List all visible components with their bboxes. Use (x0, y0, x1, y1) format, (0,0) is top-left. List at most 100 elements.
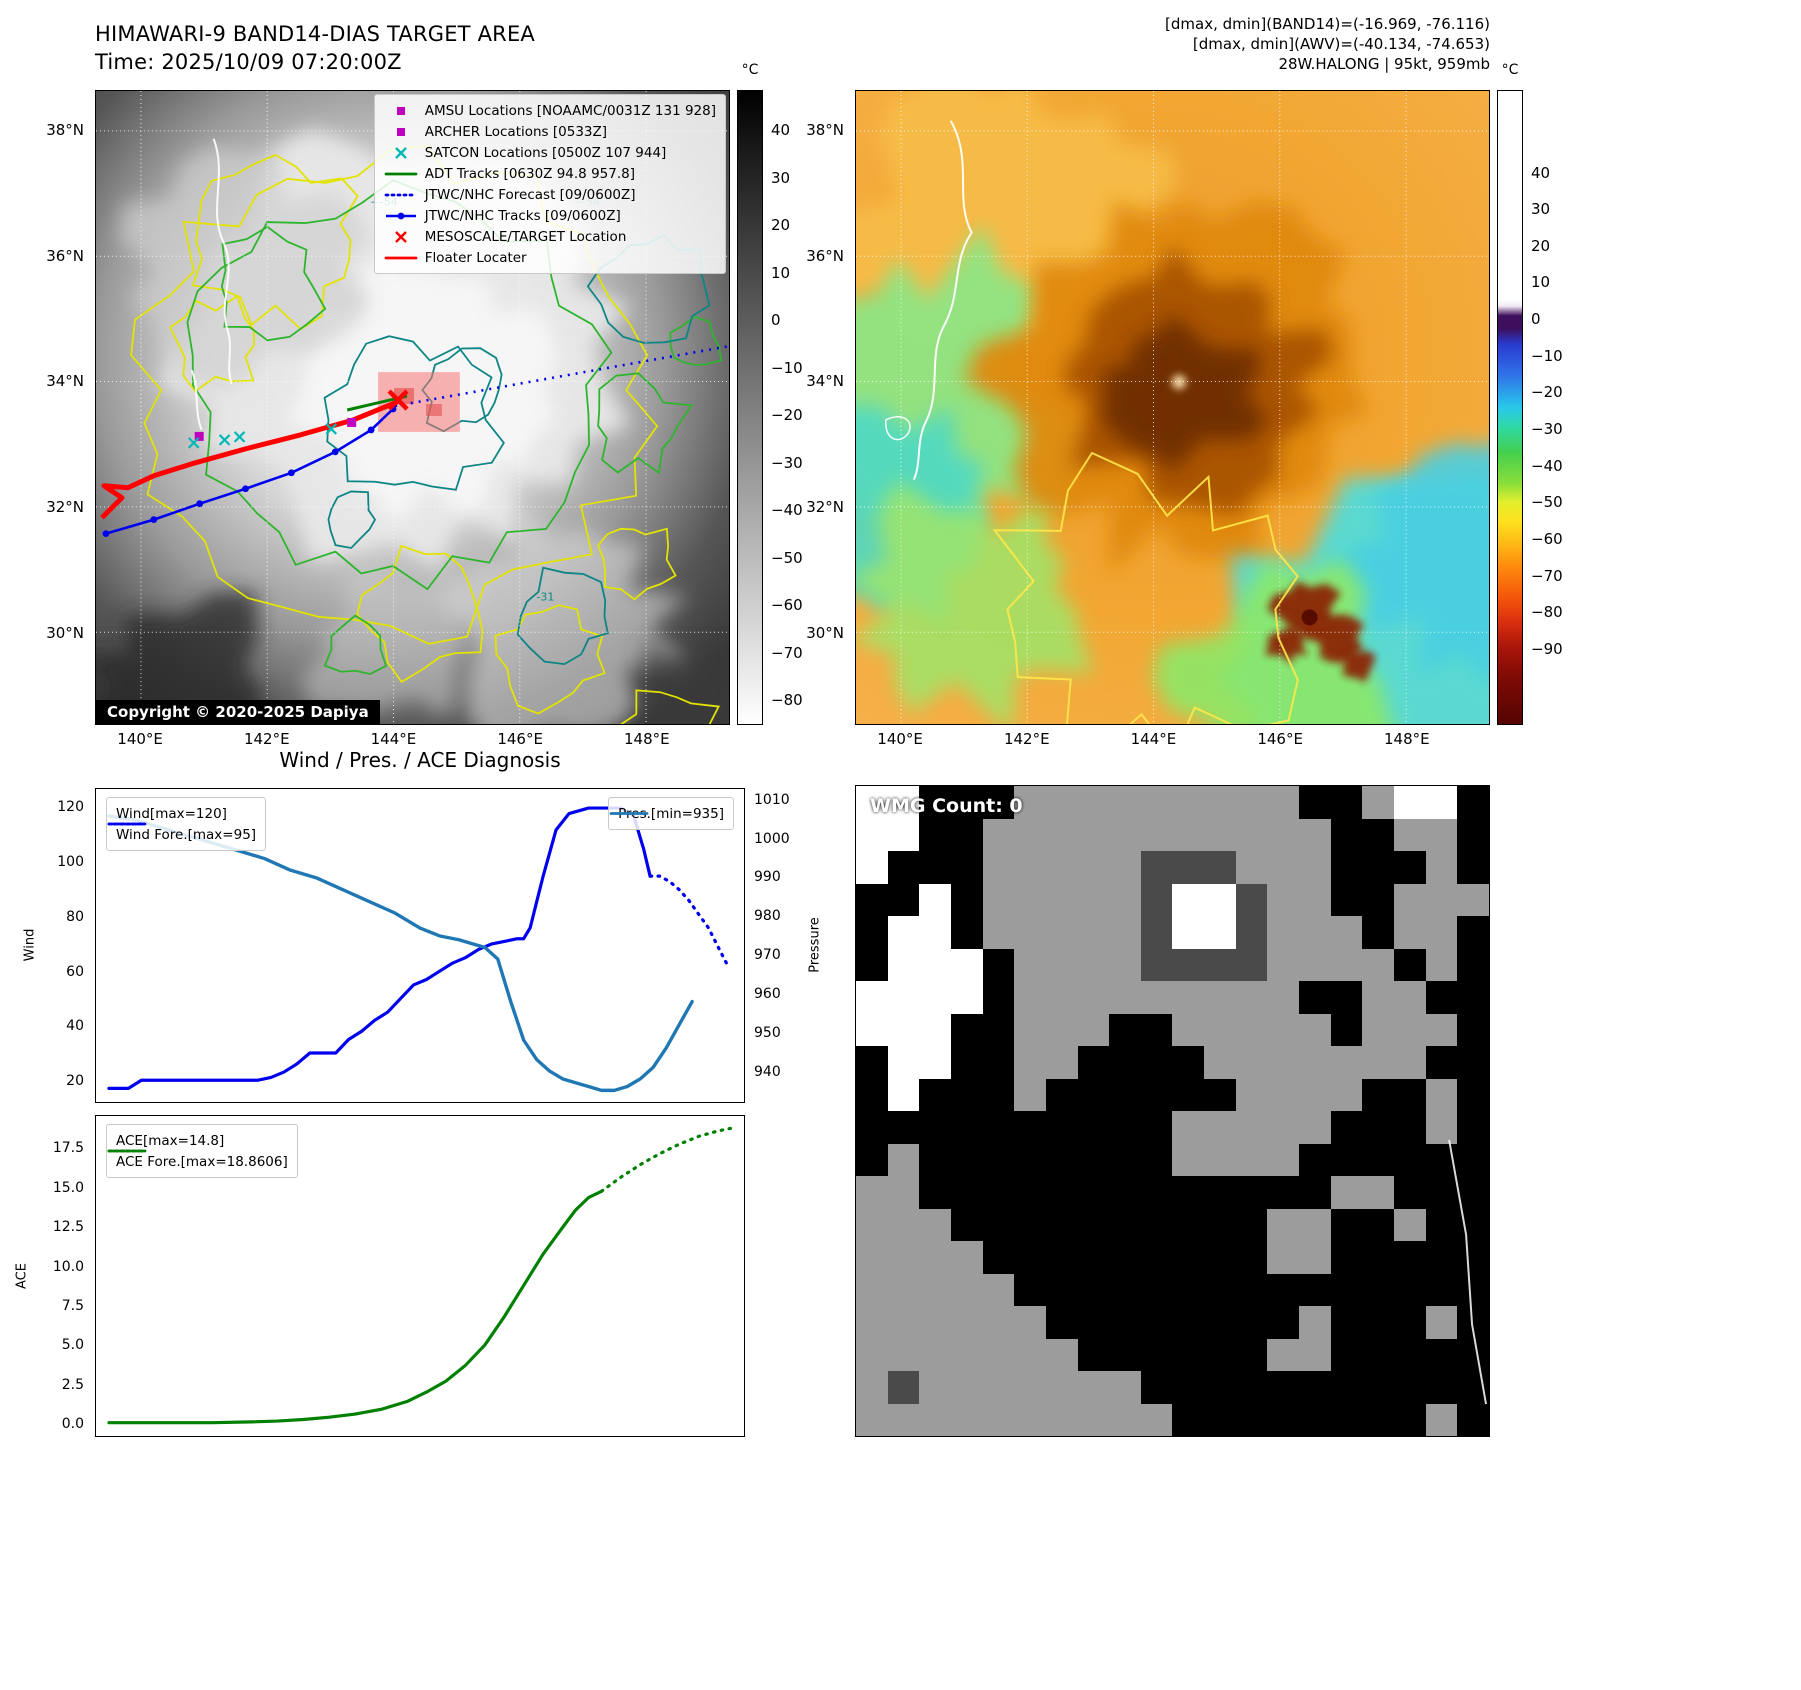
wmg-cell (919, 1176, 951, 1209)
wmg-cell (1045, 1306, 1078, 1339)
wmg-cell (1394, 948, 1426, 981)
wmg-cell (1235, 1208, 1268, 1241)
wmg-cell (1140, 1403, 1173, 1436)
wmg-cell (1425, 981, 1458, 1014)
series-ace (107, 1189, 604, 1425)
awv-colorbar-ticks: 40 30 20 10 0 −10 −20 −30 −40 −50 −60 −70 −80 −90 (1525, 90, 1575, 725)
wmg-cell (887, 786, 920, 819)
awv-map-canvas (856, 91, 1489, 724)
wmg-cell (1235, 1143, 1268, 1176)
wmg-cell (1425, 851, 1458, 884)
wmg-cell (856, 1046, 888, 1079)
wmg-cell (1045, 1013, 1078, 1046)
wmg-cell (1394, 1306, 1426, 1339)
wmg-cell (1330, 818, 1363, 851)
wmg-cell (1014, 851, 1046, 884)
colorbar-tick-label: 20 (1531, 236, 1551, 255)
wmg-cell (1045, 1111, 1078, 1144)
wmg-cell (1014, 1176, 1046, 1209)
pressure-legend: Pres.[min=935] (608, 797, 734, 830)
wmg-cell (950, 851, 983, 884)
wmg-cell (1362, 1208, 1395, 1241)
wmg-cell (1077, 1241, 1110, 1274)
wmg-cell (1394, 1403, 1426, 1436)
wmg-cell (1330, 1241, 1363, 1274)
colorbar-tick-label: −60 (1531, 529, 1563, 548)
wmg-cell (1457, 1143, 1489, 1176)
wmg-cell (1299, 1338, 1331, 1371)
band14-subtitle: Time: 2025/10/09 07:20:00Z (95, 50, 402, 74)
wmg-cell (919, 1046, 951, 1079)
legend-item-label: AMSU Locations [NOAAMC/0031Z 131 928] (424, 102, 716, 119)
lon-tick-label: 140°E (877, 730, 923, 748)
wmg-cell (1425, 1306, 1458, 1339)
wmg-cell (1140, 1208, 1173, 1241)
wmg-cell (1457, 883, 1489, 916)
wmg-cell (887, 851, 920, 884)
dmax-dmin-awv: [dmax, dmin](AWV)=(-40.134, -74.653) (1192, 35, 1490, 53)
wmg-cell (950, 818, 983, 851)
wmg-cell (1172, 1241, 1205, 1274)
wmg-cell (1267, 1371, 1300, 1404)
wmg-cell (1299, 786, 1331, 819)
jtwc-forecast-track (394, 344, 729, 408)
wmg-cell (856, 883, 888, 916)
wmg-cell (1299, 1013, 1331, 1046)
legend-item-label: SATCON Locations [0500Z 107 944] (424, 144, 667, 161)
colorbar-tick-label: 30 (771, 168, 791, 187)
wmg-cell (1267, 981, 1300, 1014)
wmg-cell (1394, 1176, 1426, 1209)
wmg-cell (887, 818, 920, 851)
axis-tick-label: 80 (66, 908, 84, 925)
series-wind-forecast (648, 874, 730, 968)
wmg-cell (1394, 818, 1426, 851)
wmg-cell (1204, 1176, 1236, 1209)
wmg-cell (1457, 1176, 1489, 1209)
wmg-cell (950, 948, 983, 981)
wmg-cell (1109, 1403, 1141, 1436)
ace-plot-area (107, 1126, 736, 1425)
wmg-cell (1140, 916, 1173, 949)
wmg-cell (1330, 1176, 1363, 1209)
wind-y-axis: 20 40 60 80 100 120 (40, 788, 90, 1103)
wmg-cell (1425, 1046, 1458, 1079)
wmg-cell (1457, 851, 1489, 884)
wmg-cell (1172, 1273, 1205, 1306)
wmg-cell (1362, 1046, 1395, 1079)
colorbar-tick-label: −10 (771, 358, 803, 377)
wmg-cell (1077, 916, 1110, 949)
wmg-cell (1140, 1176, 1173, 1209)
wmg-cell (1045, 1338, 1078, 1371)
wmg-cell (1045, 1273, 1078, 1306)
wmg-coastline-overlay (1448, 1139, 1487, 1405)
wmg-cell (1267, 1046, 1300, 1079)
wmg-cell (1330, 786, 1363, 819)
wmg-cell (1172, 916, 1205, 949)
wmg-cell (1267, 851, 1300, 884)
wmg-cell (1109, 1046, 1141, 1079)
lon-tick-label: 142°E (243, 730, 290, 748)
legend-item-label: MESOSCALE/TARGET Location (424, 228, 627, 245)
wmg-cell (982, 948, 1015, 981)
axis-tick-label: 2.5 (61, 1376, 84, 1393)
wmg-cell (1235, 1306, 1268, 1339)
wmg-cell (1204, 1403, 1236, 1436)
wmg-cell (1014, 786, 1046, 819)
wmg-cell (1172, 786, 1205, 819)
legend-item-label: JTWC/NHC Tracks [09/0600Z] (424, 207, 621, 224)
wmg-cell (1299, 1241, 1331, 1274)
wmg-cell (919, 981, 951, 1014)
wmg-cell (1172, 1176, 1205, 1209)
wmg-cell (856, 981, 888, 1014)
wmg-cell (1109, 1273, 1141, 1306)
wmg-cell (1077, 1208, 1110, 1241)
wmg-cell (982, 1338, 1015, 1371)
colorbar-tick-label: 10 (1531, 273, 1551, 292)
wmg-cell (919, 786, 951, 819)
wmg-cell (1425, 1176, 1458, 1209)
wmg-cell (856, 1208, 888, 1241)
wmg-cell (1299, 948, 1331, 981)
wmg-cell (919, 1111, 951, 1144)
wmg-cell (1172, 818, 1205, 851)
wmg-cell (1330, 981, 1363, 1014)
